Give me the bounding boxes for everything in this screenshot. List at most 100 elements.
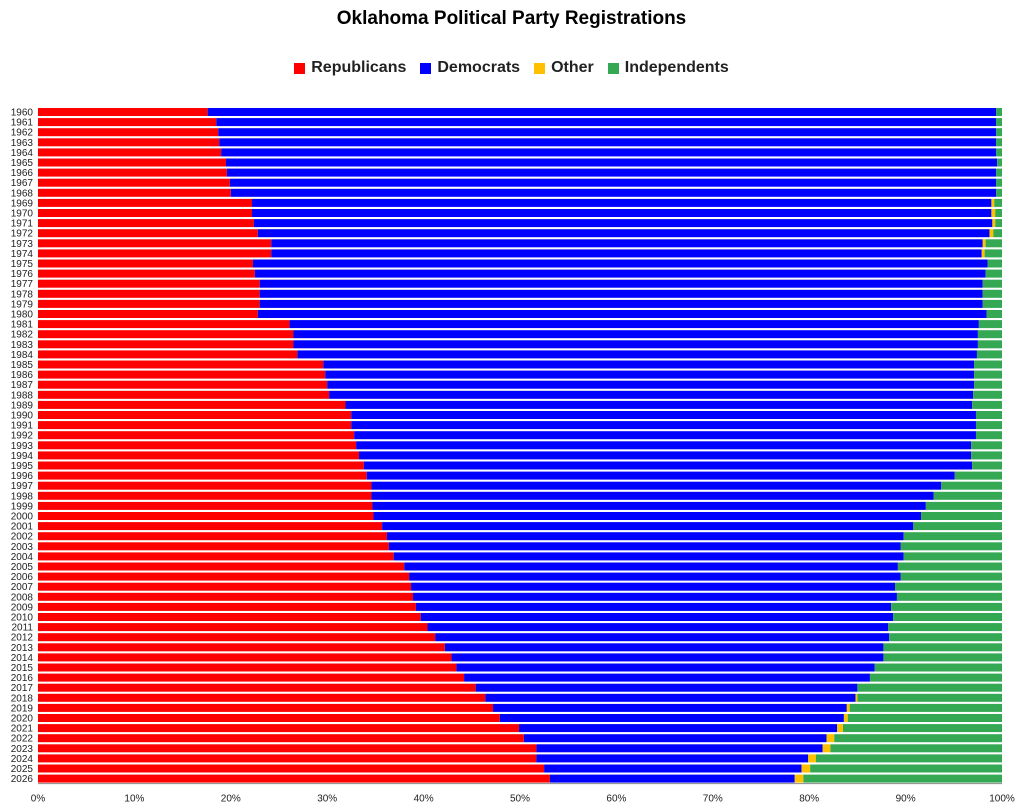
y-tick-label-2013: 2013 bbox=[11, 643, 34, 654]
bar-segment-independents-1972 bbox=[993, 229, 1002, 238]
bar-segment-democrats-2003 bbox=[388, 542, 901, 551]
bar-segment-republicans-1988 bbox=[38, 390, 330, 399]
x-tick-label-100pct: 100% bbox=[989, 794, 1015, 805]
bar-segment-republicans-1985 bbox=[38, 360, 324, 369]
bar-segment-democrats-1983 bbox=[293, 340, 978, 349]
bar-segment-independents-1995 bbox=[972, 461, 1002, 470]
bar-segment-democrats-2014 bbox=[451, 653, 884, 662]
bar-segment-republicans-2018 bbox=[38, 693, 486, 702]
bar-segment-independents-2005 bbox=[897, 562, 1002, 571]
bar-segment-democrats-1981 bbox=[289, 320, 979, 329]
bar-segment-democrats-2022 bbox=[523, 734, 827, 743]
bar-segment-republicans-2016 bbox=[38, 673, 465, 682]
bar-segment-democrats-1989 bbox=[345, 400, 973, 409]
bar-segment-republicans-1996 bbox=[38, 471, 367, 480]
bar-segment-independents-1985 bbox=[974, 360, 1002, 369]
y-tick-label-2019: 2019 bbox=[11, 703, 34, 714]
bar-segment-republicans-2017 bbox=[38, 683, 476, 692]
bar-segment-republicans-1961 bbox=[38, 118, 217, 127]
y-tick-label-2017: 2017 bbox=[11, 683, 34, 694]
legend-item-democrats[interactable]: Democrats bbox=[420, 59, 520, 77]
y-tick-label-1985: 1985 bbox=[11, 360, 34, 371]
bar-segment-independents-1980 bbox=[986, 310, 1002, 318]
bar-segment-independents-2017 bbox=[857, 683, 1002, 692]
x-tick-label-20pct: 20% bbox=[221, 794, 241, 805]
bar-segment-other-2026 bbox=[794, 774, 804, 783]
bar-segment-independents-1998 bbox=[933, 491, 1002, 500]
y-tick-label-2008: 2008 bbox=[11, 592, 34, 603]
y-tick-label-1974: 1974 bbox=[11, 249, 34, 260]
bar-segment-independents-1996 bbox=[954, 471, 1002, 480]
y-tick-label-1997: 1997 bbox=[11, 481, 34, 492]
bar-segment-independents-2023 bbox=[830, 744, 1002, 753]
legend-item-republicans[interactable]: Republicans bbox=[294, 59, 406, 77]
bar-segment-democrats-2007 bbox=[411, 582, 895, 591]
bar-segment-democrats-1998 bbox=[371, 491, 934, 500]
y-tick-label-1999: 1999 bbox=[11, 501, 34, 512]
bar-segment-independents-1968 bbox=[996, 188, 1002, 197]
y-tick-label-1978: 1978 bbox=[11, 289, 34, 300]
bar-segment-independents-1997 bbox=[941, 481, 1002, 490]
bar-segment-republicans-1975 bbox=[38, 259, 253, 268]
y-tick-label-1977: 1977 bbox=[11, 279, 34, 290]
bar-segment-other-2020 bbox=[843, 714, 848, 722]
bar-segment-independents-1989 bbox=[972, 400, 1002, 409]
bar-segment-democrats-2004 bbox=[393, 552, 904, 561]
x-tick-label-60pct: 60% bbox=[606, 794, 626, 805]
y-tick-label-1965: 1965 bbox=[11, 158, 34, 169]
bar-segment-republicans-1974 bbox=[38, 249, 272, 258]
bar-segment-democrats-1965 bbox=[225, 158, 998, 167]
bar-segment-independents-2011 bbox=[888, 623, 1002, 632]
y-tick-label-1966: 1966 bbox=[11, 168, 34, 179]
bar-segment-republicans-1979 bbox=[38, 299, 260, 308]
bar-segment-republicans-1981 bbox=[38, 320, 290, 329]
bar-segment-independents-1964 bbox=[996, 148, 1002, 157]
y-tick-label-2000: 2000 bbox=[11, 512, 34, 523]
bar-segment-independents-2018 bbox=[857, 693, 1002, 702]
y-tick-label-2006: 2006 bbox=[11, 572, 34, 583]
bar-segment-republicans-2009 bbox=[38, 602, 416, 611]
bar-segment-republicans-1994 bbox=[38, 451, 360, 460]
bar-segment-republicans-2015 bbox=[38, 663, 457, 672]
y-tick-label-1962: 1962 bbox=[11, 128, 34, 139]
y-tick-label-1970: 1970 bbox=[11, 209, 34, 220]
y-tick-label-2024: 2024 bbox=[11, 754, 34, 765]
bar-segment-independents-1974 bbox=[984, 249, 1002, 258]
bar-segment-republicans-2024 bbox=[38, 754, 537, 763]
bar-segment-democrats-1996 bbox=[366, 471, 955, 480]
bar-segment-independents-2024 bbox=[815, 754, 1002, 763]
bar-segment-independents-1983 bbox=[977, 340, 1002, 349]
y-tick-label-1980: 1980 bbox=[11, 310, 34, 321]
legend-item-other[interactable]: Other bbox=[534, 59, 594, 77]
bar-segment-other-2024 bbox=[808, 754, 816, 763]
bar-segment-republicans-1984 bbox=[38, 350, 298, 359]
bar-segment-independents-1991 bbox=[975, 421, 1002, 430]
bar-segment-independents-1981 bbox=[978, 320, 1002, 329]
y-tick-label-1990: 1990 bbox=[11, 411, 34, 422]
bar-segment-other-1974 bbox=[981, 249, 985, 258]
bar-segment-republicans-2000 bbox=[38, 512, 374, 520]
bar-segment-independents-1963 bbox=[996, 138, 1002, 147]
bar-segment-independents-2025 bbox=[810, 764, 1002, 773]
bar-segment-democrats-1964 bbox=[221, 148, 997, 157]
bar-segment-democrats-1969 bbox=[252, 198, 992, 207]
bar-segment-democrats-1984 bbox=[297, 350, 977, 359]
y-tick-label-1981: 1981 bbox=[11, 320, 34, 331]
bar-segment-republicans-2003 bbox=[38, 542, 389, 551]
x-tick-label-80pct: 80% bbox=[799, 794, 819, 805]
legend-item-independents[interactable]: Independents bbox=[607, 59, 729, 77]
y-tick-label-1998: 1998 bbox=[11, 491, 34, 502]
bar-segment-independents-1978 bbox=[982, 289, 1002, 298]
bar-segment-democrats-1988 bbox=[329, 390, 974, 399]
bar-segment-republicans-2004 bbox=[38, 552, 394, 561]
y-tick-label-2018: 2018 bbox=[11, 693, 34, 704]
bar-segment-republicans-1998 bbox=[38, 491, 372, 500]
legend-label-republicans: Republicans bbox=[311, 59, 407, 76]
bar-segment-independents-2003 bbox=[900, 542, 1002, 551]
y-tick-label-1991: 1991 bbox=[11, 421, 34, 432]
bar-segment-republicans-2013 bbox=[38, 643, 445, 652]
bar-segment-republicans-2023 bbox=[38, 744, 537, 753]
bar-segment-independents-1966 bbox=[996, 168, 1002, 177]
bar-segment-independents-1992 bbox=[975, 431, 1002, 440]
bar-segment-democrats-1967 bbox=[229, 178, 997, 187]
